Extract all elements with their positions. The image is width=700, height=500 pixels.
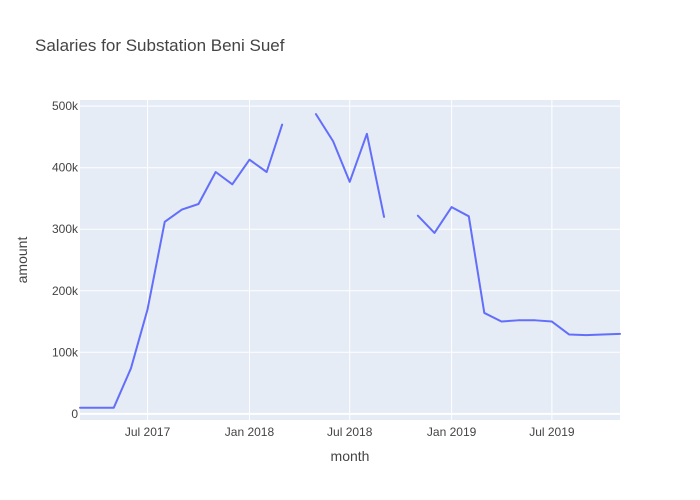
x-tick-label: Jan 2018 <box>225 425 275 439</box>
y-tick-label: 0 <box>71 407 78 421</box>
x-tick-label: Jul 2017 <box>125 425 171 439</box>
x-axis-ticks: Jul 2017 Jan 2018 Jul 2018 Jan 2019 Jul 2019 <box>125 425 575 439</box>
series-line-segment <box>416 206 621 337</box>
y-tick-label: 500k <box>52 99 79 113</box>
x-tick-label: Jul 2018 <box>327 425 373 439</box>
series-line-segment <box>79 123 284 409</box>
y-tick-label: 300k <box>52 222 79 236</box>
chart-title: Salaries for Substation Beni Suef <box>35 36 285 55</box>
y-tick-label: 400k <box>52 161 79 175</box>
x-tick-label: Jul 2019 <box>529 425 575 439</box>
y-axis-title: amount <box>14 237 30 284</box>
data-series <box>79 113 621 409</box>
y-axis-ticks: 0 100k 200k 300k 400k 500k <box>52 99 79 421</box>
gridlines <box>80 100 620 420</box>
series-line-segment <box>314 113 386 218</box>
x-tick-label: Jan 2019 <box>427 425 477 439</box>
y-tick-label: 100k <box>52 345 79 359</box>
y-tick-label: 200k <box>52 284 79 298</box>
x-axis-title: month <box>331 448 370 464</box>
